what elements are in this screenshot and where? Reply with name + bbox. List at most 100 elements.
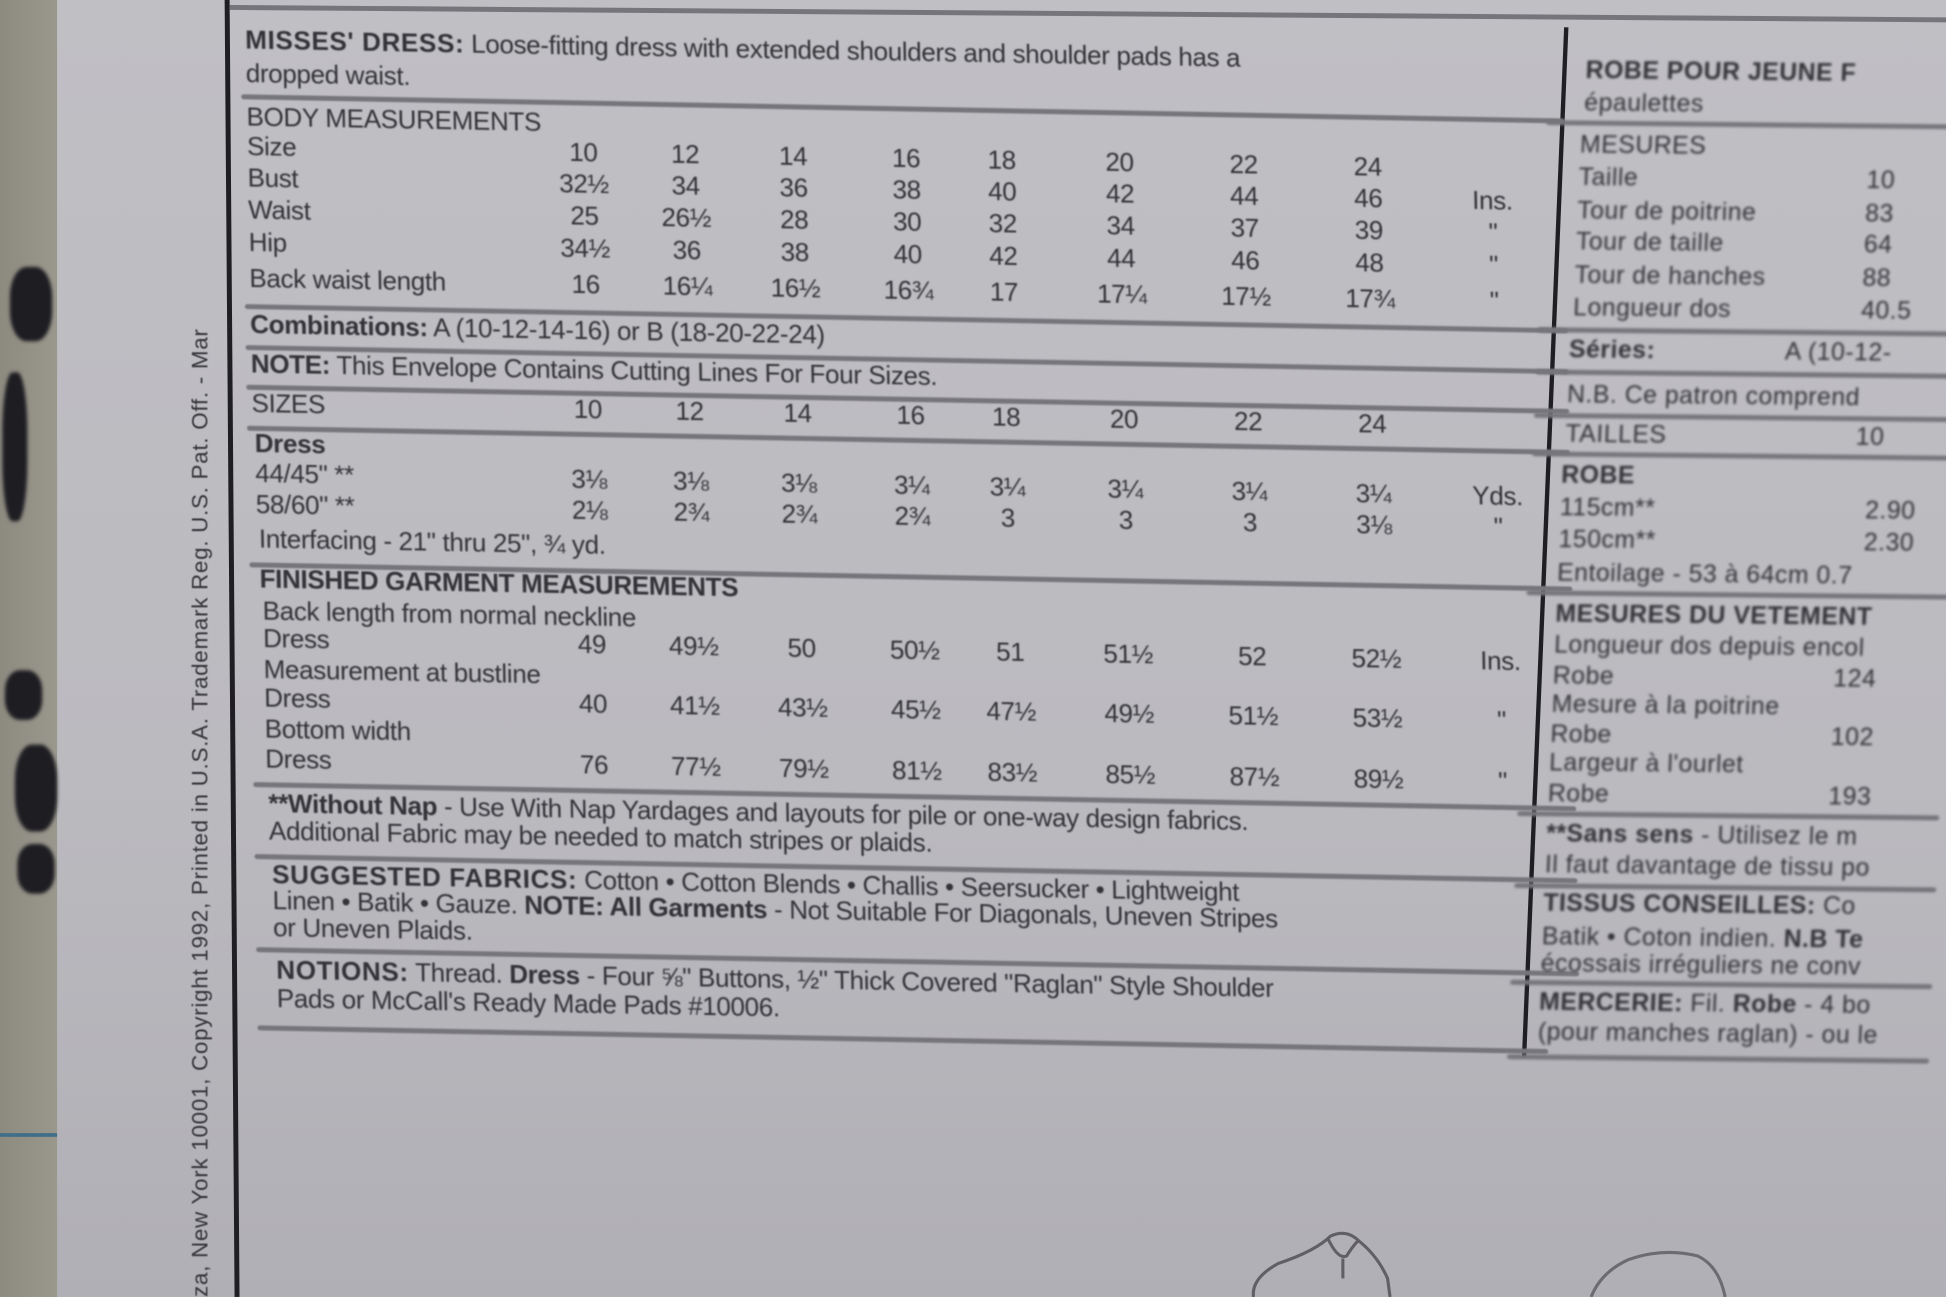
- unit-label: ": [1489, 287, 1499, 316]
- mesure-label: Tour de hanches: [1574, 261, 1767, 292]
- series-value: A (10-12-: [1784, 338, 1893, 367]
- size-value: 52: [1237, 642, 1267, 672]
- sans-sens-label: **Sans sens: [1545, 820, 1695, 849]
- size-value: 32½: [558, 169, 610, 200]
- size-value: 18: [987, 146, 1017, 176]
- size-value: 10: [573, 395, 603, 425]
- mesure-value: 83: [1864, 200, 1895, 228]
- mesure-value: 88: [1861, 264, 1892, 293]
- suggested-fabrics-line3: or Uneven Plaids.: [272, 913, 473, 947]
- size-value: 85½: [1105, 760, 1156, 790]
- measurement-label: Hip: [248, 228, 287, 258]
- combinations-label: Combinations:: [249, 310, 429, 343]
- notions-thread: Thread.: [408, 958, 510, 990]
- vetement-measure-heading: Mesure à la poitrine: [1551, 691, 1781, 721]
- section-rule: [1506, 1054, 1930, 1064]
- size-value: 47½: [986, 697, 1037, 727]
- size-value: 51½: [1228, 701, 1279, 732]
- size-value: 36: [779, 173, 809, 203]
- size-value: 16: [571, 270, 601, 300]
- size-value: 14: [783, 399, 813, 429]
- robe-heading: ROBE: [1560, 461, 1636, 490]
- size-value: 3⅛: [780, 469, 817, 499]
- vetement-heading: MESURES DU VETEMENT: [1554, 600, 1873, 632]
- copyright-notice: za, New York 10001, Copyright 1992, Prin…: [187, 328, 213, 1297]
- size-value: 3¼: [1355, 479, 1392, 509]
- size-value: 52½: [1351, 644, 1402, 675]
- section-rule: [1535, 369, 1946, 379]
- measurement-label: Size: [246, 132, 297, 163]
- unit-label: Ins.: [1471, 186, 1513, 216]
- size-value: 40: [578, 689, 608, 720]
- size-value: 2¾: [673, 498, 710, 528]
- size-value: 81½: [891, 756, 942, 786]
- size-value: 17½: [1220, 282, 1272, 312]
- sans-sens-note: **Sans sens - Utilisez le m: [1546, 819, 1859, 852]
- tissus-line3: écossais irréguliers ne conv: [1540, 950, 1862, 981]
- left-border-rule: [224, 0, 240, 1297]
- metrage-value: 2.30: [1863, 529, 1915, 558]
- size-value: 42: [988, 242, 1018, 272]
- unit-label: ": [1488, 251, 1499, 280]
- size-value: 28: [779, 205, 809, 235]
- mesure-label: Taille: [1578, 163, 1639, 192]
- printed-letter-fragment: [4, 670, 43, 720]
- size-value: 2⅛: [571, 496, 608, 526]
- tailles-label: TAILLES: [1564, 420, 1667, 449]
- size-value: 3: [1000, 504, 1016, 533]
- size-value: 38: [892, 175, 922, 205]
- garment-note-label: NOTE: All Garments: [524, 891, 768, 925]
- size-value: 3⅛: [571, 465, 608, 495]
- size-value: 87½: [1229, 762, 1280, 793]
- size-value: 42: [1105, 179, 1135, 209]
- size-value: 38: [780, 238, 810, 268]
- size-value: 16: [896, 401, 925, 431]
- size-value: 44: [1106, 244, 1136, 274]
- size-value: 79½: [778, 754, 829, 784]
- blue-print-mark: [0, 1133, 58, 1137]
- size-value: 83½: [987, 758, 1038, 788]
- mesures-heading: MESURES: [1579, 131, 1707, 161]
- size-value: 16: [891, 144, 921, 174]
- series-label: Séries:: [1568, 336, 1656, 365]
- section-rule: [1546, 120, 1946, 130]
- garment-label: Dress: [264, 745, 332, 775]
- garment-sketch-shoulder: [1589, 1250, 1727, 1297]
- mesure-value: 10: [1866, 166, 1896, 195]
- notions-label: NOTIONS:: [276, 956, 409, 988]
- unit-label: Yds.: [1471, 481, 1524, 512]
- tissus-list: Co: [1815, 892, 1857, 921]
- size-value: 3¼: [1231, 477, 1268, 507]
- tissus-conseilles: TISSUS CONSEILLES: Co: [1543, 888, 1857, 921]
- size-value: 50½: [889, 636, 940, 666]
- mercerie-robe-label: Robe: [1732, 990, 1798, 1019]
- nb-note: N.B. Ce patron comprend: [1566, 380, 1861, 412]
- entoilage-text: Entoilage - 53 à 64cm 0.7: [1556, 559, 1853, 590]
- printed-letter-fragment: [2, 372, 28, 522]
- size-value: 20: [1105, 148, 1134, 178]
- sans-sens-text: - Utilisez le m: [1693, 821, 1859, 851]
- garment-label: Dress: [262, 624, 330, 655]
- size-value: 16½: [770, 273, 821, 304]
- metrage-value: 2.90: [1864, 496, 1917, 525]
- size-value: 14: [778, 142, 808, 172]
- size-value: 3¼: [989, 472, 1026, 503]
- size-value: 24: [1357, 410, 1387, 440]
- mercerie-fil: Fil.: [1682, 990, 1734, 1019]
- size-value: 22: [1229, 150, 1259, 180]
- mesure-label: Tour de taille: [1575, 228, 1725, 258]
- size-value: 44: [1229, 181, 1259, 211]
- vetement-measure-heading: Largeur à l'ourlet: [1548, 749, 1745, 779]
- size-value: 46: [1353, 184, 1383, 214]
- mercerie: MERCERIE: Fil. Robe - 4 bo: [1539, 988, 1872, 1021]
- vetement-garment-label: Robe: [1549, 720, 1613, 749]
- size-value: 25: [570, 202, 599, 232]
- notions-dress-label: Dress: [508, 960, 581, 991]
- size-value: 50: [787, 634, 817, 664]
- english-instructions-panel: MISSES' DRESS: Loose-fitting dress with …: [241, 0, 1580, 1141]
- size-value: 20: [1109, 405, 1139, 435]
- size-value: 18: [991, 403, 1021, 433]
- size-value: 45½: [890, 695, 941, 726]
